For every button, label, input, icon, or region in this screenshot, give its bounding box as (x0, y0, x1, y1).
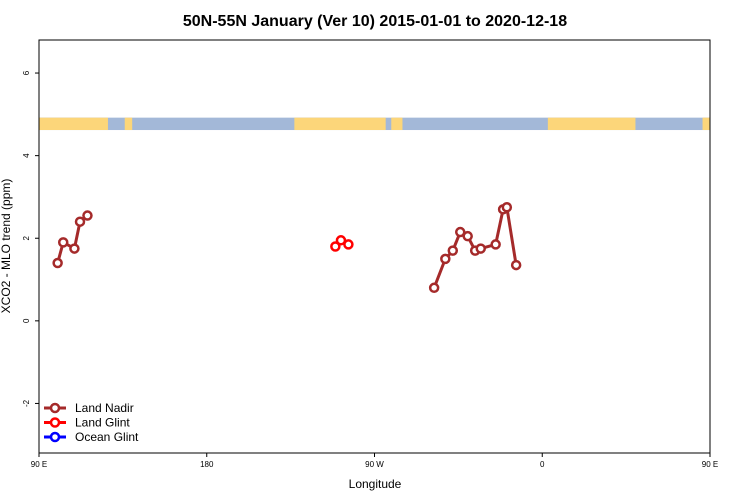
legend-marker (49, 417, 61, 428)
x-tick-label: 90 E (702, 460, 718, 469)
series-land-nadir (52, 202, 522, 294)
data-point (475, 243, 486, 254)
data-point (335, 235, 347, 246)
legend-marker (49, 431, 61, 443)
data-point (440, 253, 451, 265)
land-band-segment (702, 117, 710, 131)
data-point (510, 259, 522, 271)
land-band-segment (294, 117, 386, 131)
series-land-glint (330, 235, 354, 252)
data-point (74, 216, 86, 227)
x-axis: 90 E 180 90 W 0 90 E (31, 453, 718, 469)
y-tick-label: -2 (22, 399, 31, 407)
land-band-segment (391, 117, 403, 131)
data-point (462, 230, 473, 242)
data-point (57, 237, 69, 248)
data-point (343, 239, 354, 250)
plot-frame (38, 39, 711, 454)
legend-label: Land Glint (75, 416, 130, 430)
legend-label: Ocean Glint (75, 430, 139, 444)
data-point (82, 210, 93, 221)
y-tick-label: 4 (22, 153, 31, 158)
data-point (454, 226, 466, 238)
data-point (330, 241, 341, 252)
y-tick-label: 6 (22, 70, 31, 75)
y-axis-label: XCO2 - MLO trend (ppm) (0, 179, 13, 314)
land-band-segment (547, 117, 636, 131)
x-tick-label: 90 E (31, 460, 47, 469)
land-band-segment (39, 117, 108, 131)
legend-marker (49, 402, 61, 414)
data-point (52, 257, 63, 269)
data-point (447, 245, 459, 256)
land-band-segment (124, 117, 133, 131)
y-tick-label: 2 (22, 235, 31, 240)
x-tick-label: 0 (540, 460, 545, 469)
chart-title: 50N-55N January (Ver 10) 2015-01-01 to 2… (183, 13, 567, 30)
x-tick-label: 180 (200, 460, 214, 469)
x-axis-label: Longitude (349, 477, 402, 491)
data-point (490, 239, 501, 250)
data-point (428, 282, 440, 294)
x-tick-label: 90 W (365, 460, 384, 469)
y-axis: -2 0 2 4 6 (22, 70, 39, 407)
data-point (501, 202, 513, 213)
y-tick-label: 0 (22, 318, 31, 323)
plot-series (52, 202, 522, 294)
legend-label: Land Nadir (75, 401, 134, 415)
data-point (69, 243, 80, 254)
land-mask-band (39, 117, 710, 131)
